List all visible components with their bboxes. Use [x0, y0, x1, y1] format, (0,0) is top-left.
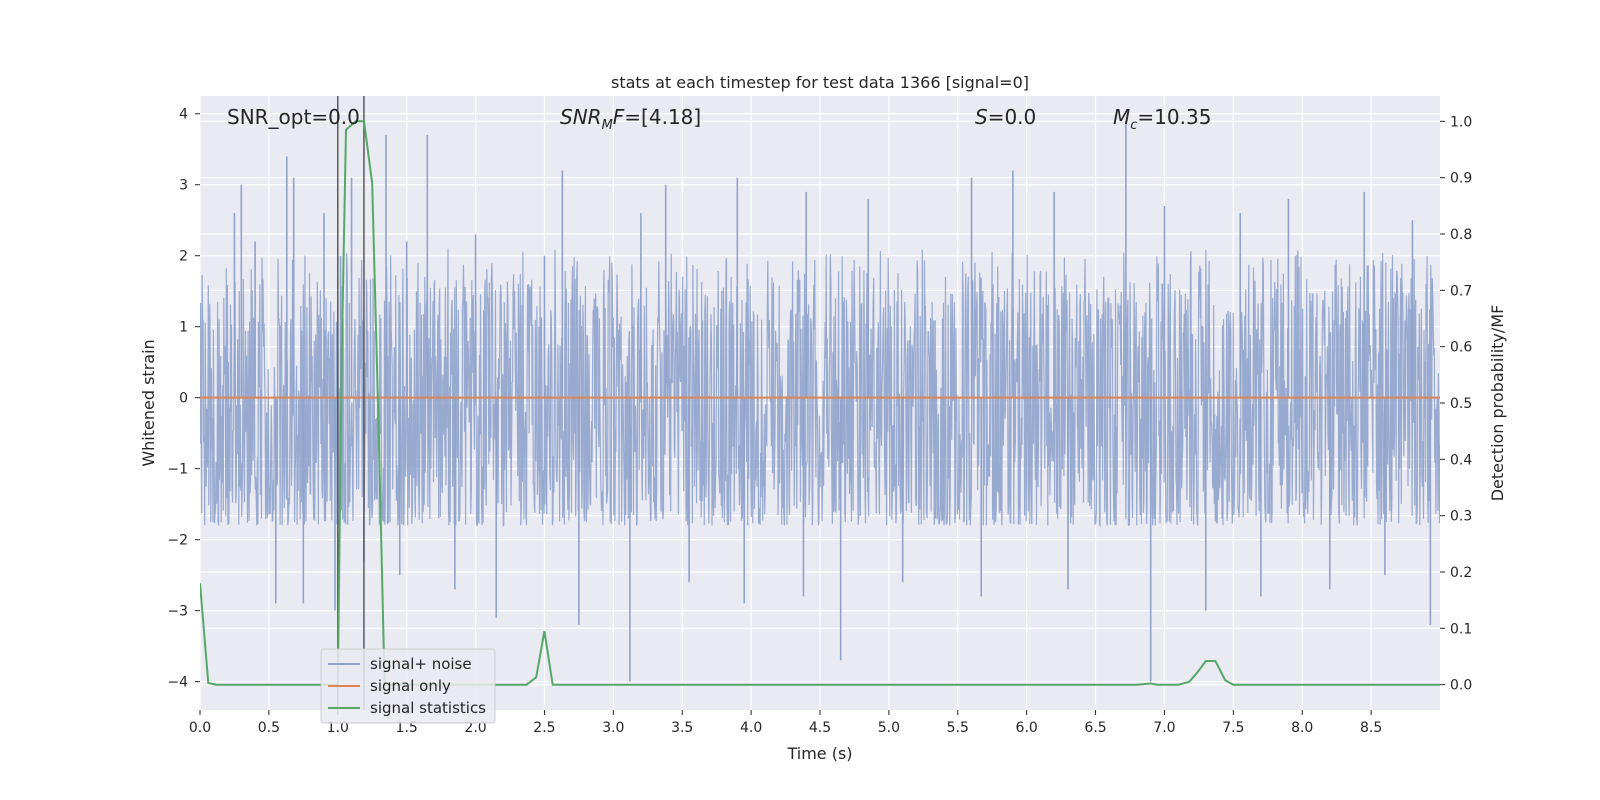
y2-tick-label: 0.6 [1450, 340, 1472, 356]
y2-tick-label: 1.0 [1450, 114, 1472, 130]
y-tick-label: 1 [179, 320, 188, 336]
x-tick-label: 8.0 [1291, 720, 1313, 736]
legend-label-signal: signal only [370, 677, 451, 695]
y-tick-label: −4 [167, 675, 188, 691]
x-tick-label: 7.5 [1222, 720, 1244, 736]
x-axis-label: Time (s) [786, 744, 852, 763]
y-axis-left: 4 3 2 1 0 −1 −2 −3 −4 [167, 107, 200, 691]
y2-tick-label: 0.1 [1450, 621, 1472, 637]
y2-tick-label: 0.9 [1450, 171, 1472, 187]
y-tick-label: 4 [179, 107, 188, 123]
y2-tick-label: 0.5 [1450, 396, 1472, 412]
x-tick-label: 1.0 [327, 720, 349, 736]
chart-title: stats at each timestep for test data 136… [611, 73, 1029, 92]
x-tick-label: 1.5 [396, 720, 418, 736]
x-tick-label: 3.5 [671, 720, 693, 736]
y2-tick-label: 0.7 [1450, 283, 1472, 299]
y2-tick-label: 0.3 [1450, 509, 1472, 525]
y-tick-label: −2 [167, 533, 188, 549]
y2-tick-label: 0.0 [1450, 678, 1472, 694]
x-tick-label: 6.0 [1016, 720, 1038, 736]
x-tick-label: 0.0 [189, 720, 211, 736]
y-axis-right: 1.0 0.9 0.8 0.7 0.6 0.5 0.4 0.3 0.2 0.1 0.0 [1440, 114, 1472, 694]
x-tick-label: 6.5 [1084, 720, 1106, 736]
y2-tick-label: 0.8 [1450, 227, 1472, 243]
y-tick-label: 2 [179, 249, 188, 265]
x-tick-label: 4.5 [809, 720, 831, 736]
x-tick-label: 0.5 [258, 720, 280, 736]
x-tick-label: 4.0 [740, 720, 762, 736]
y-tick-label: −1 [167, 462, 188, 478]
x-tick-label: 5.5 [947, 720, 969, 736]
y2-tick-label: 0.4 [1450, 452, 1472, 468]
annotation-mc: Mc=10.35 [1113, 105, 1211, 133]
x-tick-label: 8.5 [1360, 720, 1382, 736]
x-tick-label: 3.0 [602, 720, 624, 736]
x-axis: 0.0 0.5 1.0 1.5 2.0 2.5 3.0 3.5 4.0 4.5 5.0 5.5 6.0 6… [189, 710, 1382, 736]
y-tick-label: 3 [179, 178, 188, 194]
legend: signal+ noise signal only signal statist… [320, 648, 496, 724]
x-tick-label: 2.5 [533, 720, 555, 736]
annotation-snr-mf: SNRMF=[4.18] [560, 105, 701, 133]
x-tick-label: 2.0 [464, 720, 486, 736]
y2-axis-label: Detection probability/MF [1488, 305, 1507, 502]
y-tick-label: 0 [179, 391, 188, 407]
legend-label-statistics: signal statistics [370, 699, 486, 717]
series-signal-noise [200, 120, 1440, 682]
y-tick-label: −3 [167, 604, 188, 620]
annotation-snr-opt: SNR_opt=0.0 [227, 105, 360, 129]
legend-label-noise: signal+ noise [370, 655, 472, 673]
y2-tick-label: 0.2 [1450, 565, 1472, 581]
annotation-s: S=0.0 [975, 105, 1036, 129]
x-tick-label: 5.0 [878, 720, 900, 736]
y-axis-label: Whitened strain [139, 339, 158, 466]
x-tick-label: 7.0 [1153, 720, 1175, 736]
legend-box [320, 648, 496, 724]
